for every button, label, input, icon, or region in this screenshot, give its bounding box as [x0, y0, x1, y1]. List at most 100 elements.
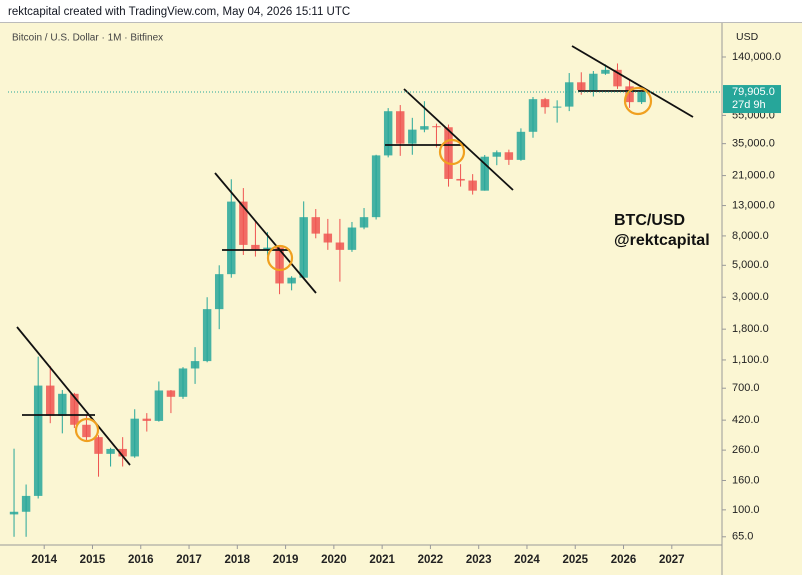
candle-body [359, 217, 369, 228]
candle-body [456, 178, 465, 181]
candle-body [601, 69, 610, 74]
drawings [16, 45, 694, 466]
x-tick-label: 2014 [31, 554, 57, 566]
x-tick-label: 2027 [659, 554, 685, 566]
y-tick-label: 420.0 [732, 414, 760, 426]
y-tick-label: 13,000.0 [732, 199, 775, 211]
chart-title: Bitcoin / U.S. Dollar · 1M · Bitfinex [12, 33, 163, 44]
y-tick-label: 140,000.0 [732, 51, 781, 63]
candle-body [564, 82, 574, 107]
highlight-circle [623, 86, 653, 116]
candle-body [263, 247, 272, 250]
y-tick-label: 700.0 [732, 382, 760, 394]
candle-body [21, 495, 31, 512]
y-tick-label: 160.0 [732, 474, 760, 486]
candle-body [444, 127, 453, 179]
x-tick-label: 2022 [418, 554, 444, 566]
x-tick-label: 2019 [273, 554, 299, 566]
candle-body [227, 201, 236, 275]
candle-body [202, 309, 212, 362]
trend-line [403, 88, 514, 191]
currency-label: USD [736, 31, 759, 43]
highlight-circle [266, 244, 294, 272]
candle-body [540, 99, 550, 108]
candle-body [480, 156, 489, 191]
candle-body [142, 418, 152, 421]
candle-body [577, 82, 586, 91]
candle-body [33, 385, 43, 496]
candle-body [190, 361, 200, 369]
trend-line [16, 326, 131, 466]
candle-body [287, 277, 296, 284]
y-tick-label: 5,000.0 [732, 259, 769, 271]
candle-body [383, 111, 393, 156]
header: rektcapital created with TradingView.com… [8, 6, 350, 18]
last-price-box [723, 85, 781, 114]
candle-body [371, 155, 381, 218]
x-tick-label: 2017 [176, 554, 202, 566]
highlights [74, 86, 653, 443]
candle-body [504, 152, 514, 160]
candle-body [70, 393, 79, 425]
annotation: BTC/USD [614, 212, 685, 229]
candle-body [275, 247, 284, 284]
candle-body [311, 217, 320, 234]
candle-body [589, 73, 598, 91]
x-tick-label: 2026 [611, 554, 637, 566]
y-tick-label: 100.0 [732, 504, 760, 516]
y-tick-label: 21,000.0 [732, 169, 775, 181]
candle-body [106, 448, 115, 454]
x-tick-label: 2020 [321, 554, 347, 566]
candle-body [214, 274, 224, 310]
candle-body [335, 242, 345, 250]
highlight-circle [74, 417, 100, 443]
candle-body [396, 111, 405, 144]
candle-body [130, 418, 139, 457]
countdown-label: 27d 9h [732, 99, 766, 111]
candle-body [408, 129, 417, 144]
candle-body [552, 106, 562, 108]
y-tick-label: 260.0 [732, 444, 760, 456]
candle-body [637, 92, 646, 103]
last-price-label: 79,905.0 [732, 86, 775, 98]
x-tick-label: 2024 [514, 554, 540, 566]
candle-body [516, 131, 526, 160]
chart-background [0, 22, 802, 575]
trend-line [214, 172, 317, 294]
candle-body [468, 180, 477, 191]
x-tick-label: 2023 [466, 554, 492, 566]
x-tick-label: 2021 [369, 554, 395, 566]
candle-body [166, 390, 176, 397]
candle-body [94, 437, 103, 454]
x-tick-label: 2015 [80, 554, 106, 566]
candle-body [299, 217, 308, 278]
header-bar [0, 0, 802, 22]
candle-body [323, 233, 333, 243]
y-tick-label: 35,000.0 [732, 138, 775, 150]
candle-body [239, 201, 248, 245]
candle-body [432, 126, 441, 128]
y-tick-label: 8,000.0 [732, 230, 769, 242]
candle-body [492, 152, 502, 157]
y-tick-label: 65.0 [732, 531, 753, 543]
candle-body [154, 390, 164, 421]
candle-body [82, 424, 91, 438]
candle-body [251, 244, 260, 250]
annotation: @rektcapital [614, 232, 710, 249]
y-tick-label: 1,800.0 [732, 323, 769, 335]
x-tick-label: 2018 [225, 554, 251, 566]
candle-body [9, 511, 19, 515]
y-tick-label: 1,100.0 [732, 354, 769, 366]
y-tick-label: 3,000.0 [732, 291, 769, 303]
candle-body [625, 86, 634, 103]
candle-body [178, 368, 188, 397]
trend-line [571, 45, 694, 118]
x-tick-label: 2025 [562, 554, 588, 566]
x-tick-label: 2016 [128, 554, 154, 566]
candle-body [46, 385, 55, 416]
candle-body [118, 448, 127, 457]
candle-body [420, 126, 429, 130]
highlight-circle [438, 138, 466, 166]
